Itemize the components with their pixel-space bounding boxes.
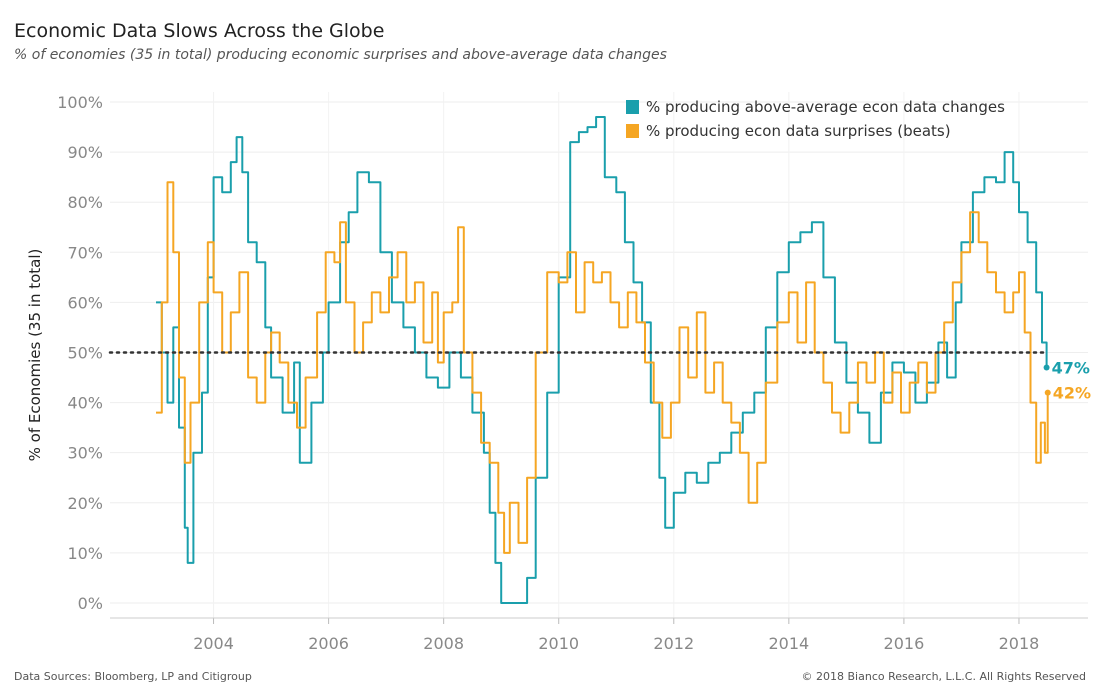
x-tick-label: 2006 xyxy=(308,634,349,653)
y-tick-label: 20% xyxy=(67,494,103,513)
chart-subtitle: % of economies (35 in total) producing e… xyxy=(14,47,667,63)
y-tick-label: 70% xyxy=(67,243,103,262)
x-tick-label: 2008 xyxy=(423,634,464,653)
end-label-surprises: 42% xyxy=(1053,384,1091,403)
y-tick-label: 40% xyxy=(67,394,103,413)
legend-label: % producing above-average econ data chan… xyxy=(646,98,1005,116)
x-tick-label: 2010 xyxy=(538,634,579,653)
series-line-surprises xyxy=(156,181,1049,554)
y-tick-label: 10% xyxy=(67,544,103,563)
legend-swatch xyxy=(626,124,639,138)
x-tick-label: 2018 xyxy=(999,634,1040,653)
chart-title: Economic Data Slows Across the Globe xyxy=(14,20,385,42)
data-sources: Data Sources: Bloomberg, LP and Citigrou… xyxy=(14,670,252,683)
y-tick-label: 50% xyxy=(67,343,103,362)
x-tick-label: 2012 xyxy=(653,634,694,653)
y-tick-label: 80% xyxy=(67,193,103,212)
y-tick-label: 30% xyxy=(67,444,103,463)
end-point-marker xyxy=(1043,364,1050,371)
y-axis-label: % of Economies (35 in total) xyxy=(26,249,44,462)
end-point-marker xyxy=(1044,389,1051,396)
legend-swatch xyxy=(626,100,639,114)
series-line-above-average xyxy=(156,116,1048,604)
y-tick-label: 100% xyxy=(57,93,103,112)
x-tick-label: 2004 xyxy=(193,634,234,653)
x-tick-label: 2014 xyxy=(768,634,809,653)
series-group xyxy=(156,116,1049,604)
grid-lines xyxy=(110,92,1088,618)
y-tick-label: 60% xyxy=(67,293,103,312)
copyright: © 2018 Bianco Research, L.L.C. All Right… xyxy=(801,670,1086,683)
legend-label: % producing econ data surprises (beats) xyxy=(646,122,951,140)
end-label-above-average: 47% xyxy=(1052,359,1090,378)
axes: 0% 10% 20% 30% 40% 50% 60% 70% 80% 90% 100% 2004 200… xyxy=(57,93,1088,653)
y-tick-label: 90% xyxy=(67,143,103,162)
legend: % producing above-average econ data chan… xyxy=(626,98,1005,140)
y-tick-label: 0% xyxy=(78,594,103,613)
end-labels: 47%42% xyxy=(1043,359,1091,403)
x-tick-label: 2016 xyxy=(884,634,925,653)
